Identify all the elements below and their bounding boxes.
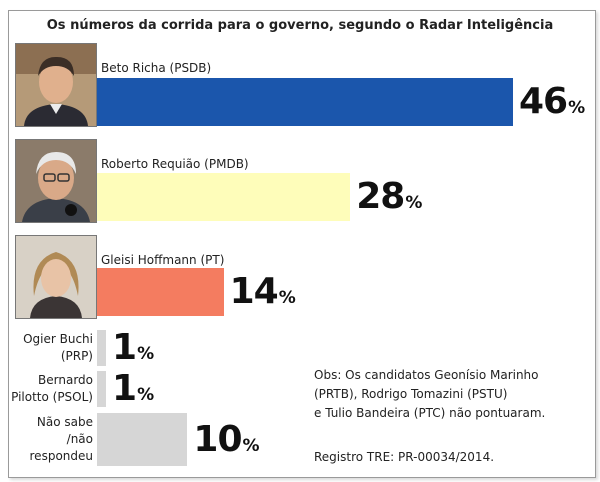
data-label-bernardo-pilotto: 1%: [112, 368, 155, 409]
bar-nao-sabe: [97, 413, 188, 466]
data-label-ogier-buchi: 1%: [112, 327, 155, 368]
candidate-label-nao-sabe: Não sabe /não respondeu: [29, 415, 93, 463]
bar-ogier-buchi: [97, 330, 107, 366]
candidate-label-bernardo-pilotto: Bernardo Pilotto (PSOL): [11, 373, 93, 404]
data-label-roberto-requiao: 28%: [356, 176, 423, 217]
data-label-beto-richa: 46%: [519, 81, 586, 122]
bar-roberto-requiao: [97, 173, 351, 221]
data-label-nao-sabe: 10%: [193, 418, 260, 460]
footnote-obs: Obs: Os candidatos Geonísio Marinho (PRT…: [314, 368, 546, 420]
bar-gleisi-hoffmann: [97, 268, 224, 316]
candidate-label-roberto-requiao: Roberto Requião (PMDB): [101, 157, 249, 171]
registry-number: Registro TRE: PR-00034/2014.: [314, 450, 495, 464]
candidate-photo-beto-richa: [15, 43, 97, 127]
bar-bernardo-pilotto: [97, 371, 107, 407]
candidate-label-ogier-buchi: Ogier Buchi (PRP): [23, 332, 93, 363]
data-label-gleisi-hoffmann: 14%: [229, 271, 296, 312]
bar-beto-richa: [97, 78, 513, 126]
candidate-label-beto-richa: Beto Richa (PSDB): [101, 61, 212, 75]
candidate-photo-roberto-requiao: [15, 139, 97, 223]
chart-title: Os números da corrida para o governo, se…: [46, 18, 554, 33]
candidate-label-gleisi-hoffmann: Gleisi Hoffmann (PT): [101, 253, 225, 267]
candidate-photo-gleisi-hoffmann: [15, 235, 97, 319]
